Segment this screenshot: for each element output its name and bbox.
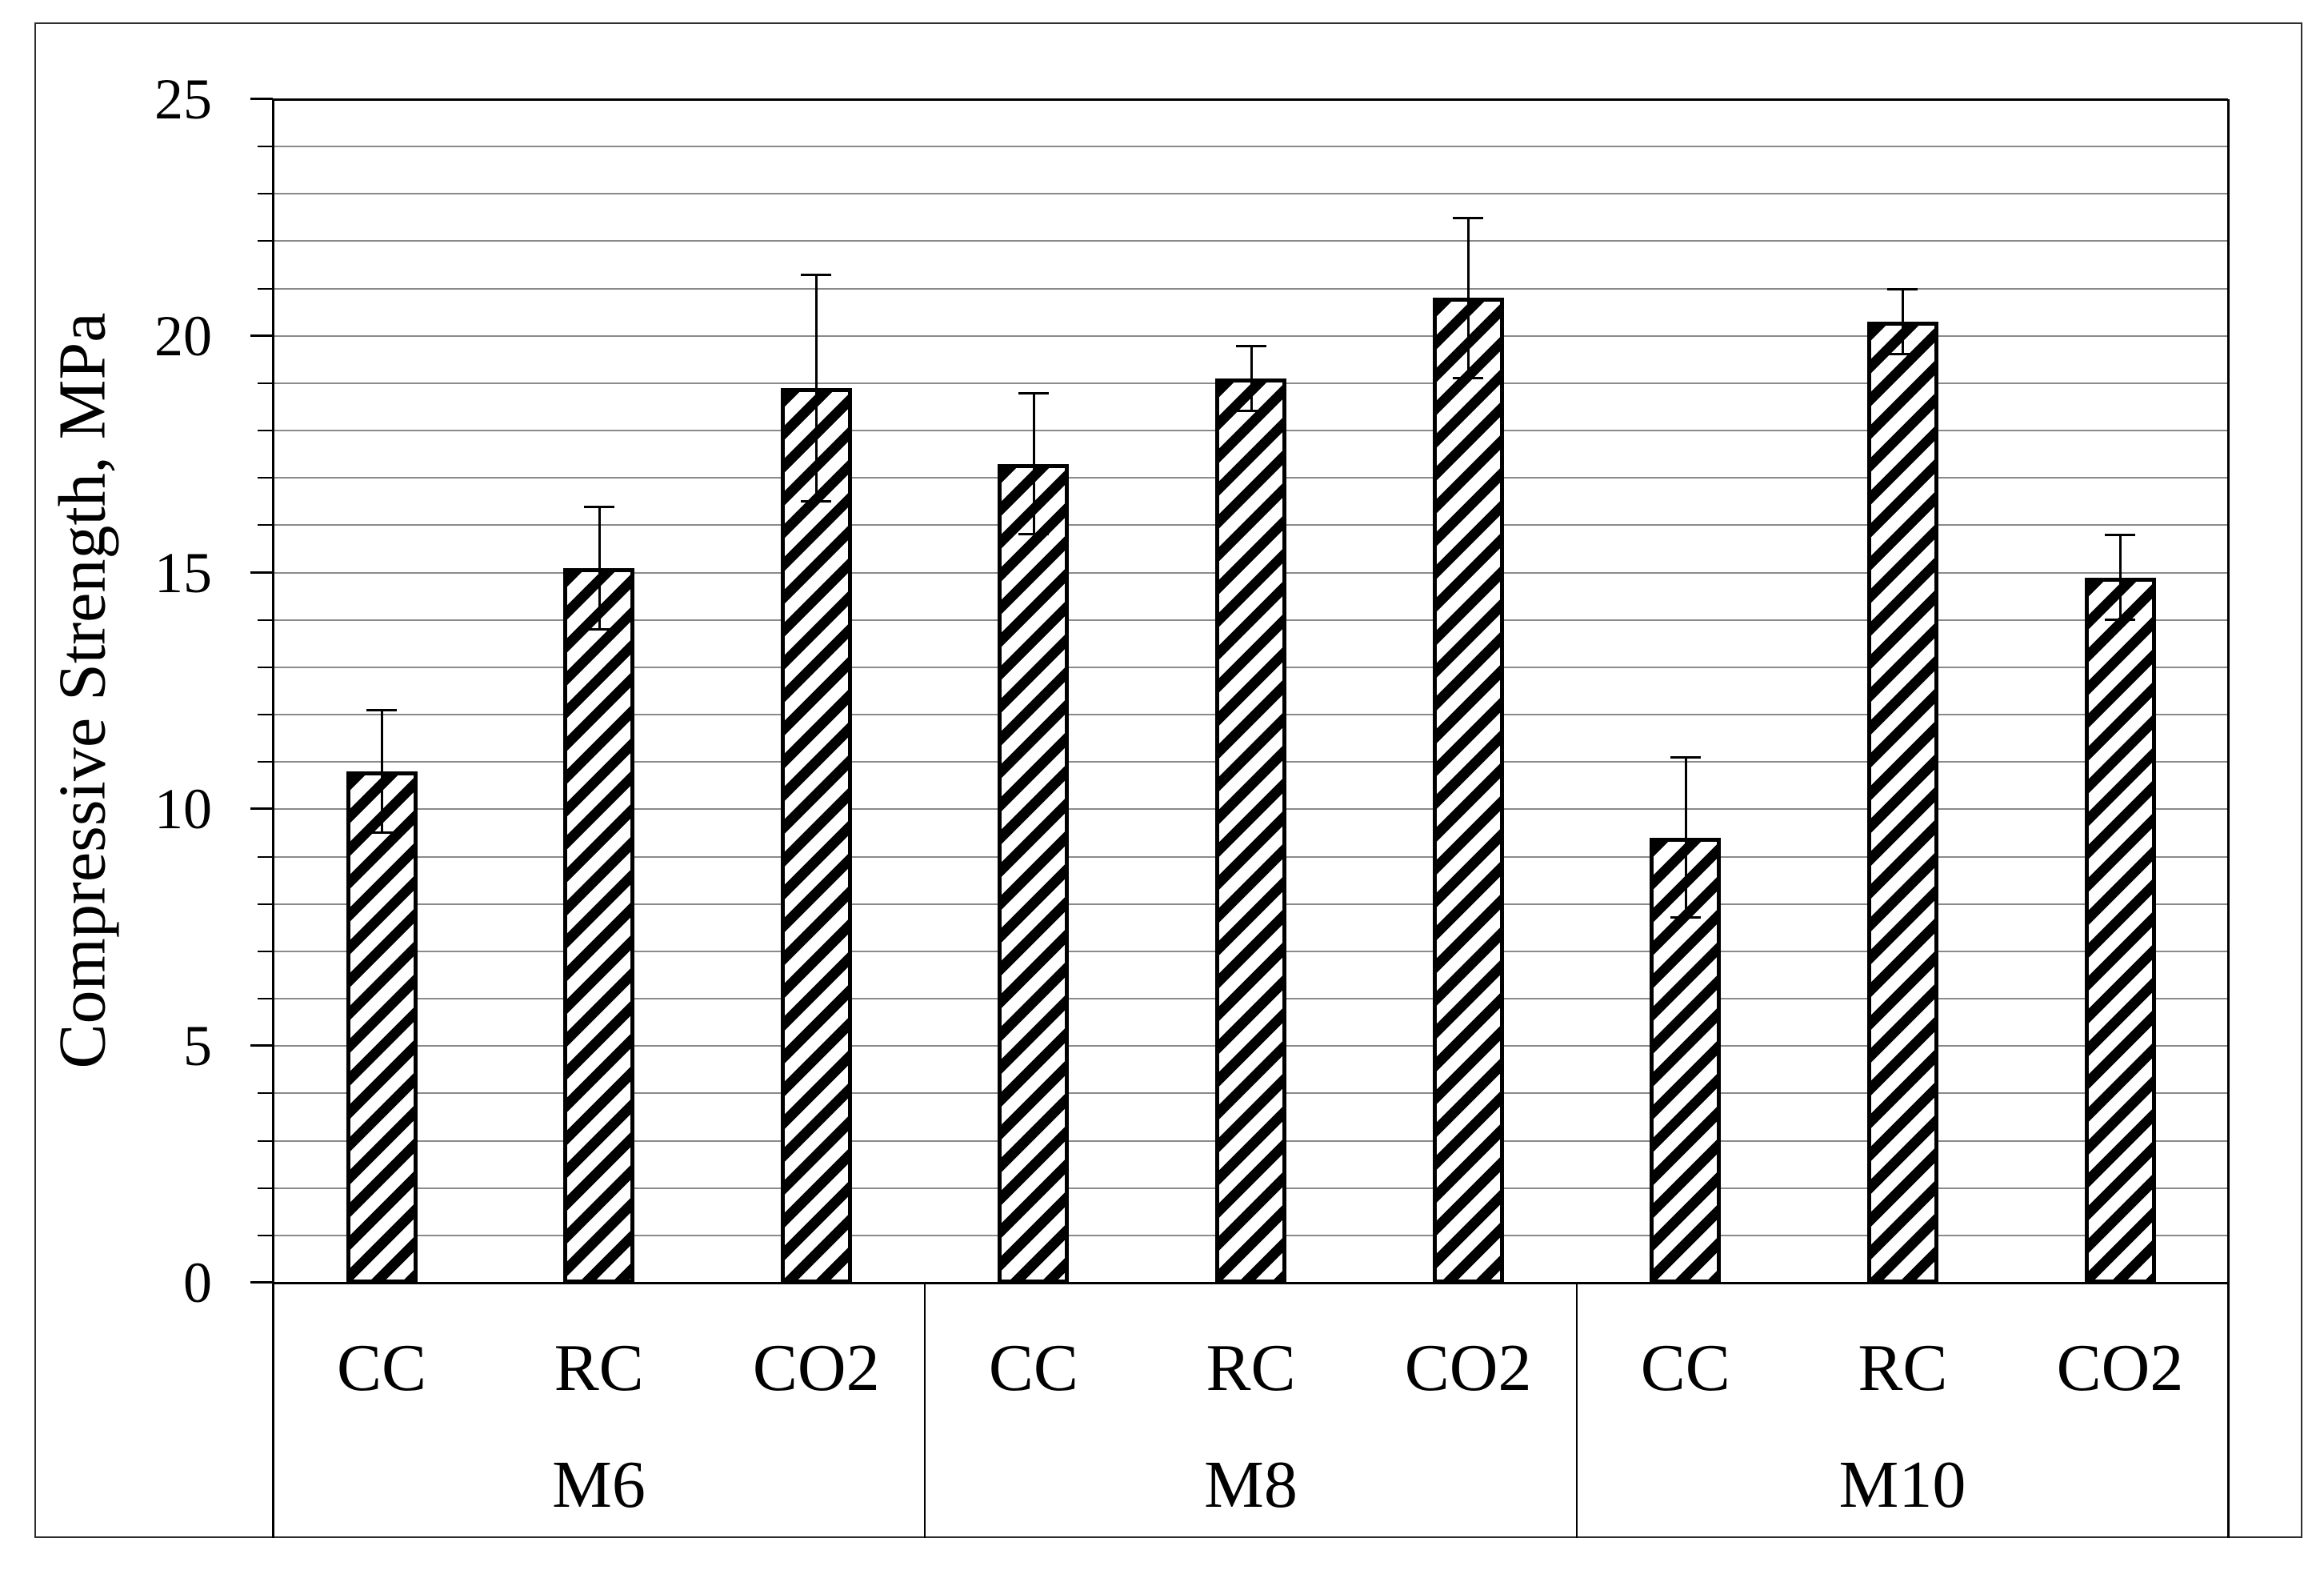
y-gridline — [273, 240, 2228, 242]
bar-M8-CC — [998, 463, 1070, 1284]
y-minor-tick — [258, 287, 273, 290]
y-major-tick — [250, 1281, 273, 1284]
category-label-M10-RC: RC — [1858, 1331, 1948, 1405]
category-label-M8-RC: RC — [1206, 1331, 1296, 1405]
y-minor-tick — [258, 477, 273, 479]
group-separator — [924, 1283, 926, 1538]
error-bar-whisker — [1684, 757, 1687, 919]
group-label-M10: M10 — [1838, 1448, 1966, 1522]
category-label-M8-CO2: CO2 — [1404, 1331, 1532, 1405]
error-bar-cap-bottom — [1453, 377, 1484, 380]
category-label-M10-CO2: CO2 — [2056, 1331, 2184, 1405]
category-label-M6-CC: CC — [336, 1331, 427, 1405]
y-gridline — [273, 193, 2228, 195]
error-bar-whisker — [1032, 392, 1035, 535]
category-label-M6-RC: RC — [554, 1331, 644, 1405]
error-bar-cap-top — [801, 273, 832, 276]
y-gridline — [273, 334, 2228, 337]
category-label-M6-CO2: CO2 — [752, 1331, 880, 1405]
y-major-tick — [250, 98, 273, 100]
y-minor-tick — [258, 855, 273, 858]
group-label-M8: M8 — [1204, 1448, 1298, 1522]
bar-M8-RC — [1215, 378, 1286, 1284]
y-major-tick — [250, 334, 273, 337]
error-bar-cap-top — [1018, 391, 1049, 394]
error-bar-cap-top — [366, 709, 397, 712]
y-minor-tick — [258, 714, 273, 716]
y-minor-tick — [258, 430, 273, 432]
y-tick-label: 10 — [154, 777, 212, 842]
y-minor-tick — [258, 903, 273, 905]
bar-M6-CC — [346, 771, 418, 1284]
bar-M6-CO2 — [780, 387, 852, 1284]
y-gridline — [273, 146, 2228, 148]
error-bar-whisker — [815, 274, 818, 502]
y-minor-tick — [258, 1139, 273, 1142]
y-minor-tick — [258, 998, 273, 1000]
y-gridline — [273, 287, 2228, 290]
bar-M10-RC — [1866, 322, 1938, 1284]
y-minor-tick — [258, 524, 273, 527]
error-bar-cap-top — [1670, 756, 1701, 759]
error-bar-cap-bottom — [1887, 353, 1918, 356]
bar-M10-CC — [1650, 837, 1722, 1284]
bar-M10-CO2 — [2084, 577, 2156, 1284]
bar-M6-RC — [563, 567, 635, 1284]
y-minor-tick — [258, 666, 273, 668]
y-minor-tick — [258, 193, 273, 195]
plot-right-border — [2227, 99, 2230, 1538]
y-minor-tick — [258, 1187, 273, 1189]
error-bar-cap-top — [1235, 344, 1266, 347]
category-label-M8-CC: CC — [988, 1331, 1078, 1405]
y-tick-label: 5 — [183, 1014, 212, 1079]
error-bar-cap-bottom — [1018, 533, 1049, 536]
error-bar-cap-top — [1453, 216, 1484, 219]
error-bar-cap-bottom — [366, 831, 397, 834]
bar-M8-CO2 — [1432, 298, 1504, 1284]
y-tick-label: 0 — [183, 1251, 212, 1315]
error-bar-cap-top — [2105, 534, 2135, 537]
error-bar-cap-bottom — [1235, 410, 1266, 413]
y-minor-tick — [258, 1234, 273, 1236]
y-tick-label: 20 — [154, 303, 212, 368]
plot-top-border — [273, 98, 2228, 101]
y-tick-label: 25 — [154, 67, 212, 131]
y-major-tick — [250, 1044, 273, 1047]
y-minor-tick — [258, 240, 273, 242]
y-minor-tick — [258, 950, 273, 952]
error-bar-cap-top — [583, 505, 614, 508]
error-bar-cap-bottom — [801, 499, 832, 503]
error-bar-whisker — [1250, 345, 1253, 412]
error-bar-cap-bottom — [2105, 618, 2135, 621]
error-bar-cap-top — [1887, 287, 1918, 290]
category-label-M10-CC: CC — [1640, 1331, 1730, 1405]
y-minor-tick — [258, 382, 273, 384]
y-minor-tick — [258, 761, 273, 763]
error-bar-whisker — [2119, 535, 2122, 620]
y-major-tick — [250, 571, 273, 574]
group-separator — [1576, 1283, 1578, 1538]
y-minor-tick — [258, 619, 273, 621]
error-bar-whisker — [381, 710, 383, 833]
y-tick-label: 15 — [154, 540, 212, 605]
error-bar-cap-bottom — [1670, 916, 1701, 919]
error-bar-whisker — [1467, 217, 1470, 379]
error-bar-cap-bottom — [583, 627, 614, 631]
y-minor-tick — [258, 146, 273, 148]
y-axis-line — [272, 99, 274, 1538]
y-major-tick — [250, 807, 273, 811]
error-bar-whisker — [598, 506, 601, 630]
error-bar-whisker — [1902, 288, 1905, 355]
group-label-M6: M6 — [552, 1448, 646, 1522]
y-minor-tick — [258, 1092, 273, 1095]
figure-border — [34, 22, 2302, 1538]
